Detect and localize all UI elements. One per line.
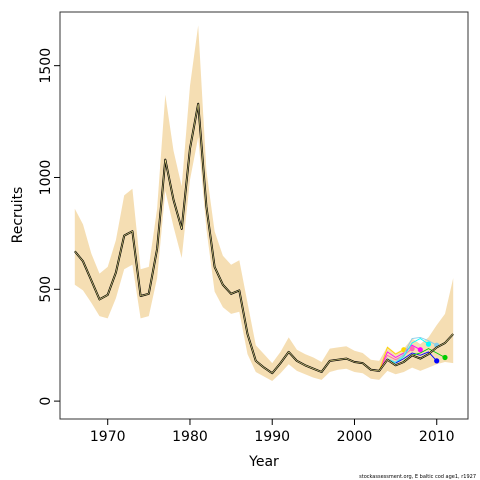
retro-endpoint-6 [442,354,448,361]
footnote: stockassessment.org, E baltic cod age1, … [359,474,476,480]
y-tick-label-1000: 1000 [38,160,54,196]
retro-line-4 [387,336,437,363]
x-tick-label-1970: 1970 [90,429,126,445]
y-tick-label-1500: 1500 [38,48,54,84]
x-tick-label-1990: 1990 [254,429,290,445]
retro-line-2 [378,346,405,372]
retro-endpoint-3 [425,341,432,347]
confidence-band-layer [74,25,454,382]
retro-line-0 [378,344,421,372]
x-tick-label-1980: 1980 [172,429,208,445]
x-axis: 1970 1980 1990 2000 2010 [90,419,455,445]
main-series-layer [74,102,454,375]
retro-endpoint-5 [434,358,440,364]
x-axis-title: Year [248,454,279,470]
retro-line-3 [387,337,429,364]
x-tick-label-2000: 2000 [337,429,373,445]
y-tick-label-0: 0 [38,397,54,406]
y-tick-label-500: 500 [38,276,54,303]
y-axis: 0 500 1000 1500 [38,48,60,406]
retro-series-layer [378,336,448,372]
confidence-band [74,25,454,382]
y-axis-title: Recruits [10,187,26,244]
retro-endpoint-0 [417,347,423,353]
main-estimate-inner-line [74,103,454,374]
retro-line-1 [378,348,413,372]
x-tick-label-2010: 2010 [419,429,455,445]
plot-frame [59,11,469,420]
retro-endpoint-1 [409,346,415,352]
